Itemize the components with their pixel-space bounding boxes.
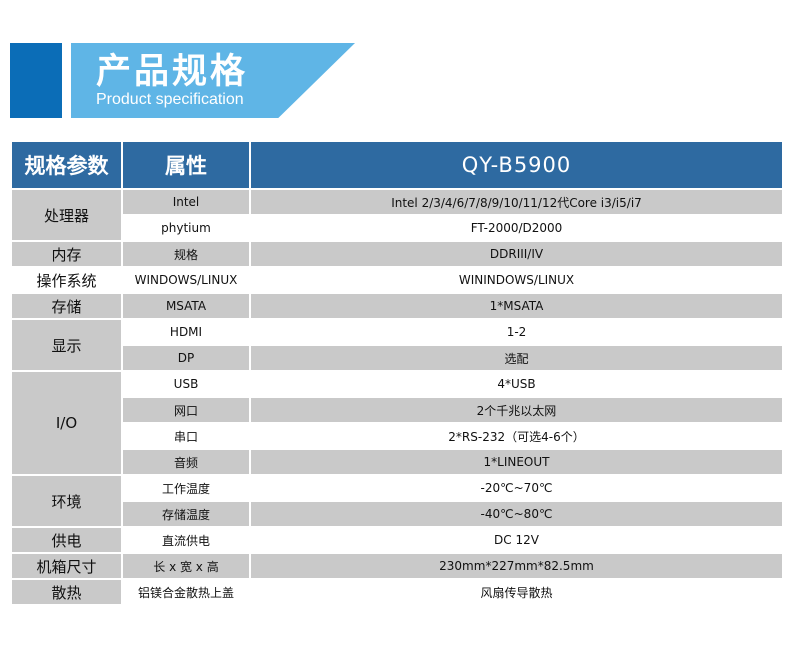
- table-row: 存储温度 -40℃~80℃: [11, 500, 784, 528]
- table-row: 网口 2个千兆以太网: [11, 396, 784, 424]
- attr-cell: 音频: [121, 448, 251, 476]
- attr-cell: MSATA: [121, 292, 251, 320]
- value-cell: Intel 2/3/4/6/7/8/9/10/11/12代Core i3/i5/…: [249, 188, 784, 216]
- table-row: 内存 规格 DDRIII/IV: [10, 240, 784, 268]
- value-cell: 230mm*227mm*82.5mm: [249, 552, 784, 580]
- table-row: DP 选配: [11, 344, 784, 372]
- category-cell: 内存: [10, 240, 123, 268]
- attr-cell: Intel: [121, 188, 251, 216]
- value-cell: WININDOWS/LINUX: [249, 266, 784, 294]
- category-cell: 存储: [10, 292, 123, 320]
- table-row: phytium FT-2000/D2000: [11, 214, 784, 242]
- category-cell: 处理器: [10, 188, 123, 242]
- attr-cell: 直流供电: [121, 526, 251, 554]
- value-cell: 1*LINEOUT: [249, 448, 784, 476]
- attr-cell: 规格: [121, 240, 251, 268]
- value-cell: -40℃~80℃: [249, 500, 784, 528]
- banner-accent-block: [10, 43, 62, 118]
- category-cell: I/O: [10, 370, 123, 476]
- header-attr: 属性: [121, 140, 251, 190]
- category-cell: 供电: [10, 526, 123, 554]
- category-cell: 环境: [10, 474, 123, 528]
- table-row: 音频 1*LINEOUT: [11, 448, 784, 476]
- value-cell: 2个千兆以太网: [249, 396, 784, 424]
- attr-cell: WINDOWS/LINUX: [121, 266, 251, 294]
- banner-title: 产品规格: [96, 52, 249, 92]
- banner-subtitle: Product specification: [96, 91, 244, 108]
- table-row: 供电 直流供电 DC 12V: [10, 526, 784, 554]
- table-header: 规格参数 属性 QY-B5900: [10, 140, 784, 190]
- value-cell: 选配: [249, 344, 784, 372]
- value-cell: 1*MSATA: [249, 292, 784, 320]
- attr-cell: 存储温度: [121, 500, 251, 528]
- value-cell: FT-2000/D2000: [249, 214, 784, 242]
- attr-cell: 长 x 宽 x 高: [121, 552, 251, 580]
- spec-table: 规格参数 属性 QY-B5900 处理器 Intel Intel 2/3/4/6…: [10, 140, 784, 606]
- header-model: QY-B5900: [249, 140, 784, 190]
- value-cell: 风扇传导散热: [249, 578, 784, 606]
- table-row: 环境 工作温度 -20℃~70℃: [10, 474, 784, 528]
- attr-cell: 网口: [121, 396, 251, 424]
- attr-cell: 铝镁合金散热上盖: [121, 578, 251, 606]
- attr-cell: 串口: [121, 422, 251, 450]
- category-cell: 散热: [10, 578, 123, 606]
- table-row: 存储 MSATA 1*MSATA: [10, 292, 784, 320]
- table-row: 显示 HDMI 1-2: [10, 318, 784, 372]
- category-cell: 显示: [10, 318, 123, 372]
- value-cell: DDRIII/IV: [249, 240, 784, 268]
- attr-cell: USB: [121, 370, 251, 398]
- table-row: 处理器 Intel Intel 2/3/4/6/7/8/9/10/11/12代C…: [10, 188, 784, 242]
- attr-cell: phytium: [121, 214, 251, 242]
- category-cell: 操作系统: [10, 266, 123, 294]
- value-cell: DC 12V: [249, 526, 784, 554]
- category-cell: 机箱尺寸: [10, 552, 123, 580]
- value-cell: 2*RS-232（可选4-6个）: [249, 422, 784, 450]
- value-cell: -20℃~70℃: [249, 474, 784, 502]
- header-category: 规格参数: [10, 140, 123, 190]
- attr-cell: 工作温度: [121, 474, 251, 502]
- value-cell: 4*USB: [249, 370, 784, 398]
- table-row: 机箱尺寸 长 x 宽 x 高 230mm*227mm*82.5mm: [10, 552, 784, 580]
- attr-cell: DP: [121, 344, 251, 372]
- table-row: 操作系统 WINDOWS/LINUX WININDOWS/LINUX: [10, 266, 784, 294]
- table-row: 散热 铝镁合金散热上盖 风扇传导散热: [10, 578, 784, 606]
- value-cell: 1-2: [249, 318, 784, 346]
- table-row: 串口 2*RS-232（可选4-6个）: [11, 422, 784, 450]
- attr-cell: HDMI: [121, 318, 251, 346]
- table-row: I/O USB 4*USB: [10, 370, 784, 476]
